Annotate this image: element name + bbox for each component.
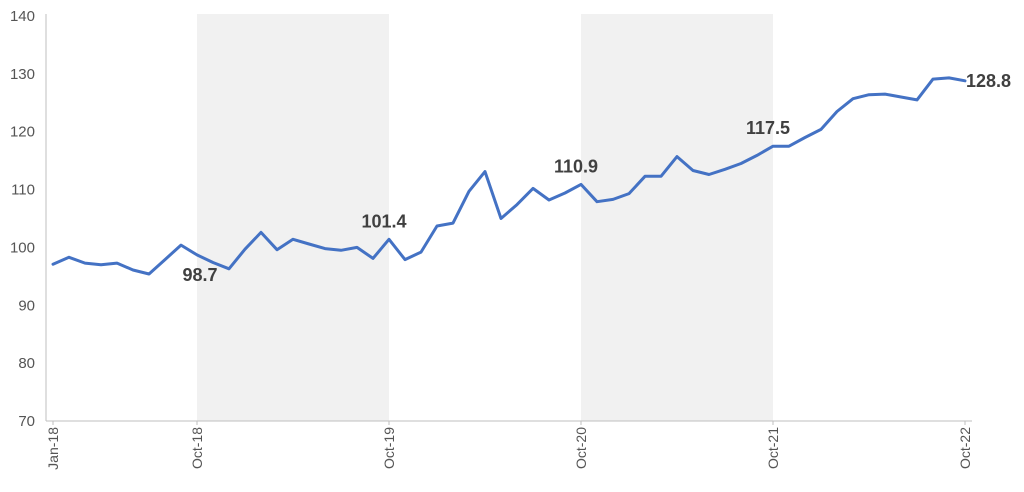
y-tick-label: 100 (10, 239, 35, 256)
x-tick-label: Jan-18 (45, 427, 61, 470)
data-label: 128.8 (966, 71, 1011, 91)
x-tick-label: Oct-20 (573, 427, 589, 469)
y-tick-label: 70 (18, 413, 35, 430)
data-label: 117.5 (746, 118, 790, 138)
x-tick-label: Oct-19 (381, 427, 397, 469)
series-group (51, 76, 967, 276)
y-tick-label: 110 (11, 182, 35, 199)
x-tick-label: Oct-22 (957, 427, 973, 469)
data-label: 110.9 (554, 156, 598, 176)
x-axis-ticks: Jan-18 Oct-18 Oct-19 Oct-20 Oct-21 Oct-22 (45, 421, 973, 470)
shaded-period-2 (581, 14, 773, 421)
y-tick-label: 120 (10, 124, 35, 141)
y-tick-label: 90 (18, 297, 35, 314)
series-line-1 (51, 76, 967, 276)
x-tick-label: Oct-21 (765, 427, 781, 469)
data-label: 98.7 (182, 265, 217, 285)
data-label: 101.4 (361, 211, 406, 231)
x-tick-label: Oct-18 (189, 427, 205, 469)
shaded-periods (197, 14, 773, 421)
y-tick-label: 140 (10, 8, 35, 25)
axes (45, 14, 972, 422)
y-axis-ticks: 140 130 120 110 100 90 80 70 (10, 8, 35, 430)
y-tick-label: 80 (18, 355, 35, 372)
shaded-period-1 (197, 14, 389, 421)
y-tick-label: 130 (10, 66, 35, 83)
data-labels: 98.7 101.4 110.9 117.5 128.8 (182, 71, 1011, 285)
